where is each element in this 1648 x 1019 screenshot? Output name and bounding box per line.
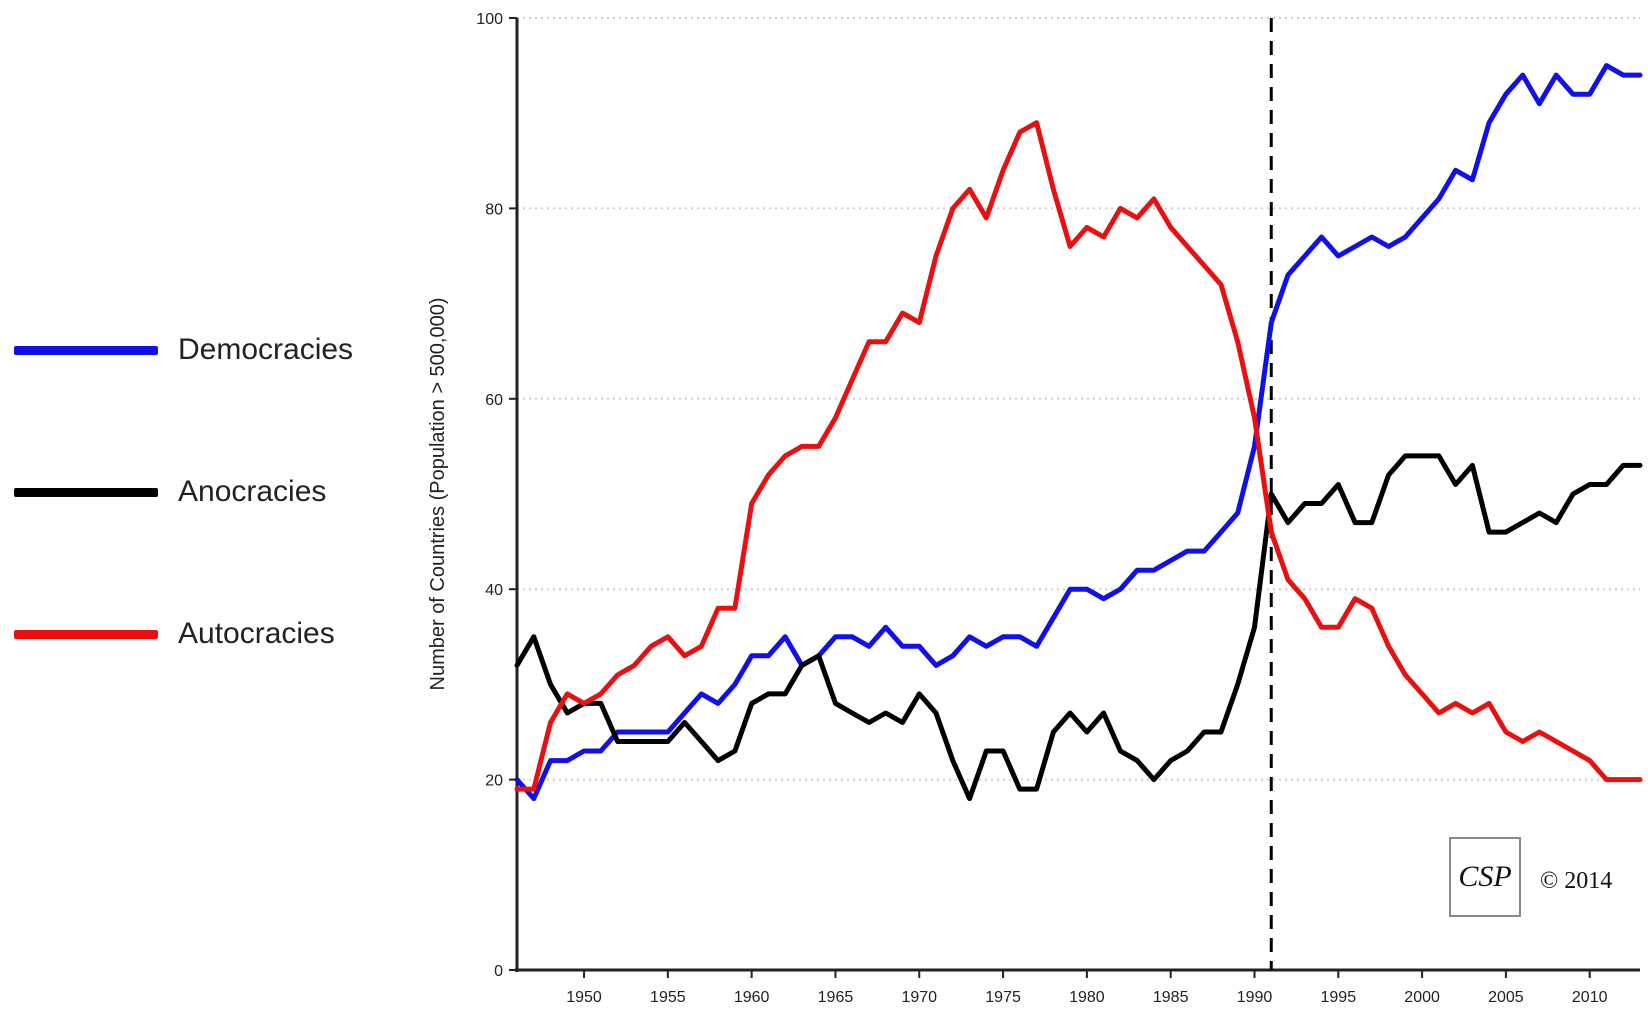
legend-label-anocracies: Anocracies <box>178 475 327 508</box>
legend-label-autocracies: Autocracies <box>178 617 335 650</box>
x-tick-label: 1975 <box>985 989 1021 1006</box>
x-tick-label: 1960 <box>734 989 770 1006</box>
x-ticks: 1950 1955 1960 1965 1970 1975 1980 1985 1990 1995… <box>566 970 1608 1006</box>
csp-logo: CSP <box>1449 837 1521 917</box>
legend-label-democracies: Democracies <box>178 333 354 366</box>
csp-logo-text: CSP <box>1458 860 1511 893</box>
y-axis-title: Number of Countries (Population > 500,00… <box>427 297 449 690</box>
x-tick-label: 1965 <box>818 989 854 1006</box>
x-tick-label: 2010 <box>1572 989 1608 1006</box>
series-line-autocracies <box>514 120 1643 792</box>
x-tick-label: 1970 <box>901 989 937 1006</box>
y-tick-label: 20 <box>485 773 503 790</box>
x-tick-label: 1950 <box>566 989 602 1006</box>
y-ticks: 0 20 40 60 80 100 <box>476 11 517 980</box>
series-line-democracies <box>514 63 1643 802</box>
x-tick-label: 2000 <box>1404 989 1440 1006</box>
y-tick-label: 40 <box>485 582 503 599</box>
series-lines <box>514 63 1643 802</box>
grid-lines <box>517 17 1640 781</box>
legend-swatch-democracies <box>14 346 158 355</box>
y-tick-label: 0 <box>494 963 503 980</box>
y-tick-label: 100 <box>476 11 503 28</box>
copyright-text: © 2014 <box>1540 868 1612 894</box>
y-tick-label: 60 <box>485 392 503 409</box>
x-tick-label: 1995 <box>1321 989 1357 1006</box>
x-tick-label: 2005 <box>1488 989 1524 1006</box>
series-line-anocracies <box>514 453 1643 802</box>
x-tick-label: 1990 <box>1237 989 1273 1006</box>
x-tick-label: 1985 <box>1153 989 1189 1006</box>
x-tick-label: 1980 <box>1069 989 1105 1006</box>
legend-item-autocracies: Autocracies <box>14 614 394 654</box>
legend-item-democracies: Democracies <box>14 330 394 370</box>
x-tick-label: 1955 <box>650 989 686 1006</box>
legend-item-anocracies: Anocracies <box>14 472 394 512</box>
y-tick-label: 80 <box>485 201 503 218</box>
legend-swatch-anocracies <box>14 488 158 497</box>
legend-swatch-autocracies <box>14 630 158 639</box>
